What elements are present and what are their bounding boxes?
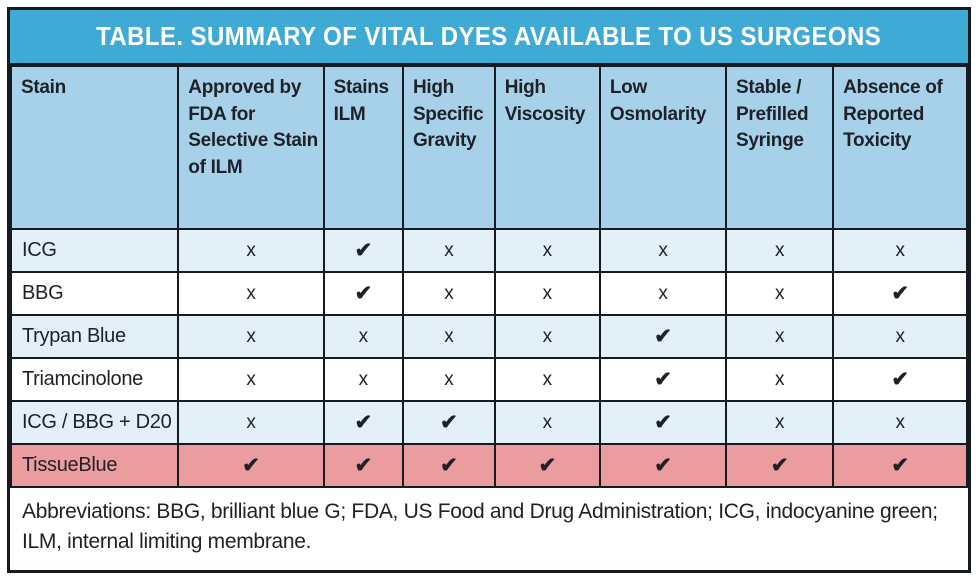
table-title: TABLE. SUMMARY OF VITAL DYES AVAILABLE T… [96, 21, 882, 51]
cross-mark: x [177, 400, 325, 445]
cross-mark: x [177, 357, 325, 402]
cross-mark: x [322, 314, 404, 359]
stain-cell: Triamcinolone [9, 357, 180, 402]
cross-mark: x [493, 400, 601, 445]
cross-mark: x [401, 271, 496, 316]
stain-cell: ICG / BBG + D20 [9, 400, 180, 445]
cross-mark: x [493, 314, 601, 359]
check-mark: ✔ [401, 443, 496, 488]
table-row: Trypan Blue x x x x ✔ x x [9, 314, 968, 359]
cross-mark: x [725, 314, 835, 359]
check-mark: ✔ [493, 443, 601, 488]
cross-mark: x [401, 314, 496, 359]
column-header-6: Low Osmolarity [598, 65, 728, 230]
table-row: BBG x ✔ x x x x ✔ [9, 271, 968, 316]
table-row: TissueBlue ✔ ✔ ✔ ✔ ✔ ✔ ✔ [9, 443, 968, 488]
check-mark: ✔ [322, 228, 404, 273]
column-header-3: Stains ILM [322, 65, 404, 230]
cross-mark: x [493, 228, 601, 273]
table-footnote: Abbreviations: BBG, brilliant blue G; FD… [10, 488, 968, 570]
column-header-1: Stain [9, 65, 180, 230]
table-title-bar: TABLE. SUMMARY OF VITAL DYES AVAILABLE T… [10, 10, 968, 65]
cross-mark: x [725, 228, 835, 273]
cross-mark: x [177, 228, 325, 273]
vital-dyes-table-container: TABLE. SUMMARY OF VITAL DYES AVAILABLE T… [7, 7, 971, 573]
column-header-7: Stable / Prefilled Syringe [725, 65, 835, 230]
check-mark: ✔ [401, 400, 496, 445]
check-mark: ✔ [832, 443, 968, 488]
check-mark: ✔ [598, 357, 728, 402]
check-mark: ✔ [832, 357, 968, 402]
column-header-4: High Specific Gravity [401, 65, 496, 230]
cross-mark: x [598, 228, 728, 273]
check-mark: ✔ [322, 443, 404, 488]
table-row: ICG / BBG + D20 x ✔ ✔ x ✔ x x [9, 400, 968, 445]
cross-mark: x [832, 400, 968, 445]
stain-cell: Trypan Blue [9, 314, 180, 359]
cross-mark: x [832, 228, 968, 273]
cross-mark: x [177, 314, 325, 359]
cross-mark: x [177, 271, 325, 316]
table-row: Triamcinolone x x x x ✔ x ✔ [9, 357, 968, 402]
cross-mark: x [493, 357, 601, 402]
column-header-2: Approved by FDA for Selective Stain of I… [177, 65, 325, 230]
check-mark: ✔ [322, 271, 404, 316]
cross-mark: x [725, 357, 835, 402]
check-mark: ✔ [177, 443, 325, 488]
column-header-5: High Viscosity [493, 65, 601, 230]
header-row: Stain Approved by FDA for Selective Stain… [9, 65, 968, 230]
column-header-8: Absence of Reported Toxicity [832, 65, 968, 230]
cross-mark: x [401, 357, 496, 402]
cross-mark: x [725, 400, 835, 445]
cross-mark: x [493, 271, 601, 316]
cross-mark: x [322, 357, 404, 402]
check-mark: ✔ [322, 400, 404, 445]
check-mark: ✔ [598, 400, 728, 445]
cross-mark: x [832, 314, 968, 359]
check-mark: ✔ [832, 271, 968, 316]
cross-mark: x [725, 271, 835, 316]
cross-mark: x [598, 271, 728, 316]
check-mark: ✔ [725, 443, 835, 488]
cross-mark: x [401, 228, 496, 273]
vital-dyes-table: Stain Approved by FDA for Selective Stain… [9, 65, 968, 488]
stain-cell: TissueBlue [9, 443, 180, 488]
check-mark: ✔ [598, 443, 728, 488]
stain-cell: BBG [9, 271, 180, 316]
check-mark: ✔ [598, 314, 728, 359]
table-row: ICG x ✔ x x x x x [9, 228, 968, 273]
stain-cell: ICG [9, 228, 180, 273]
